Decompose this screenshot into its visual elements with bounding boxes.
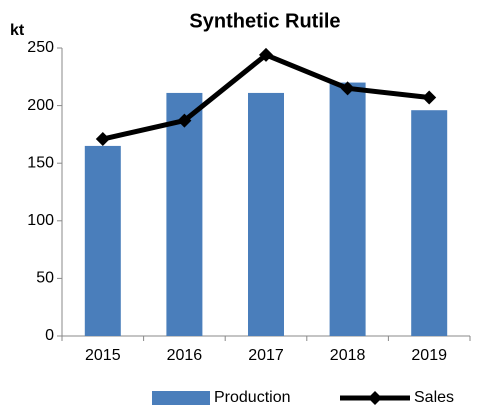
legend-label: Production [214, 389, 291, 406]
legend-marker [368, 391, 382, 405]
marker [95, 132, 110, 147]
y-tick-label: 50 [36, 270, 54, 287]
x-tick-label: 2018 [330, 347, 366, 364]
x-tick-label: 2016 [167, 347, 203, 364]
bar [411, 110, 448, 336]
bar [166, 92, 203, 336]
marker [422, 90, 437, 105]
y-tick-label: 100 [27, 212, 54, 229]
marker [340, 81, 355, 96]
chart-title: Synthetic Rutile [189, 10, 340, 32]
y-tick-label: 150 [27, 154, 54, 171]
x-tick-label: 2015 [85, 347, 121, 364]
bar [84, 145, 121, 336]
y-tick-label: 250 [27, 39, 54, 56]
legend-label: Sales [414, 389, 454, 406]
marker [259, 47, 273, 62]
y-axis-label: kt [10, 22, 25, 39]
x-tick-label: 2019 [411, 347, 447, 364]
bar [248, 92, 284, 336]
bar [329, 82, 366, 336]
y-tick-label: 0 [45, 327, 54, 344]
y-tick-label: 200 [27, 97, 54, 114]
marker [177, 113, 192, 128]
x-tick-label: 2017 [248, 347, 284, 364]
legend-swatch [152, 391, 210, 405]
